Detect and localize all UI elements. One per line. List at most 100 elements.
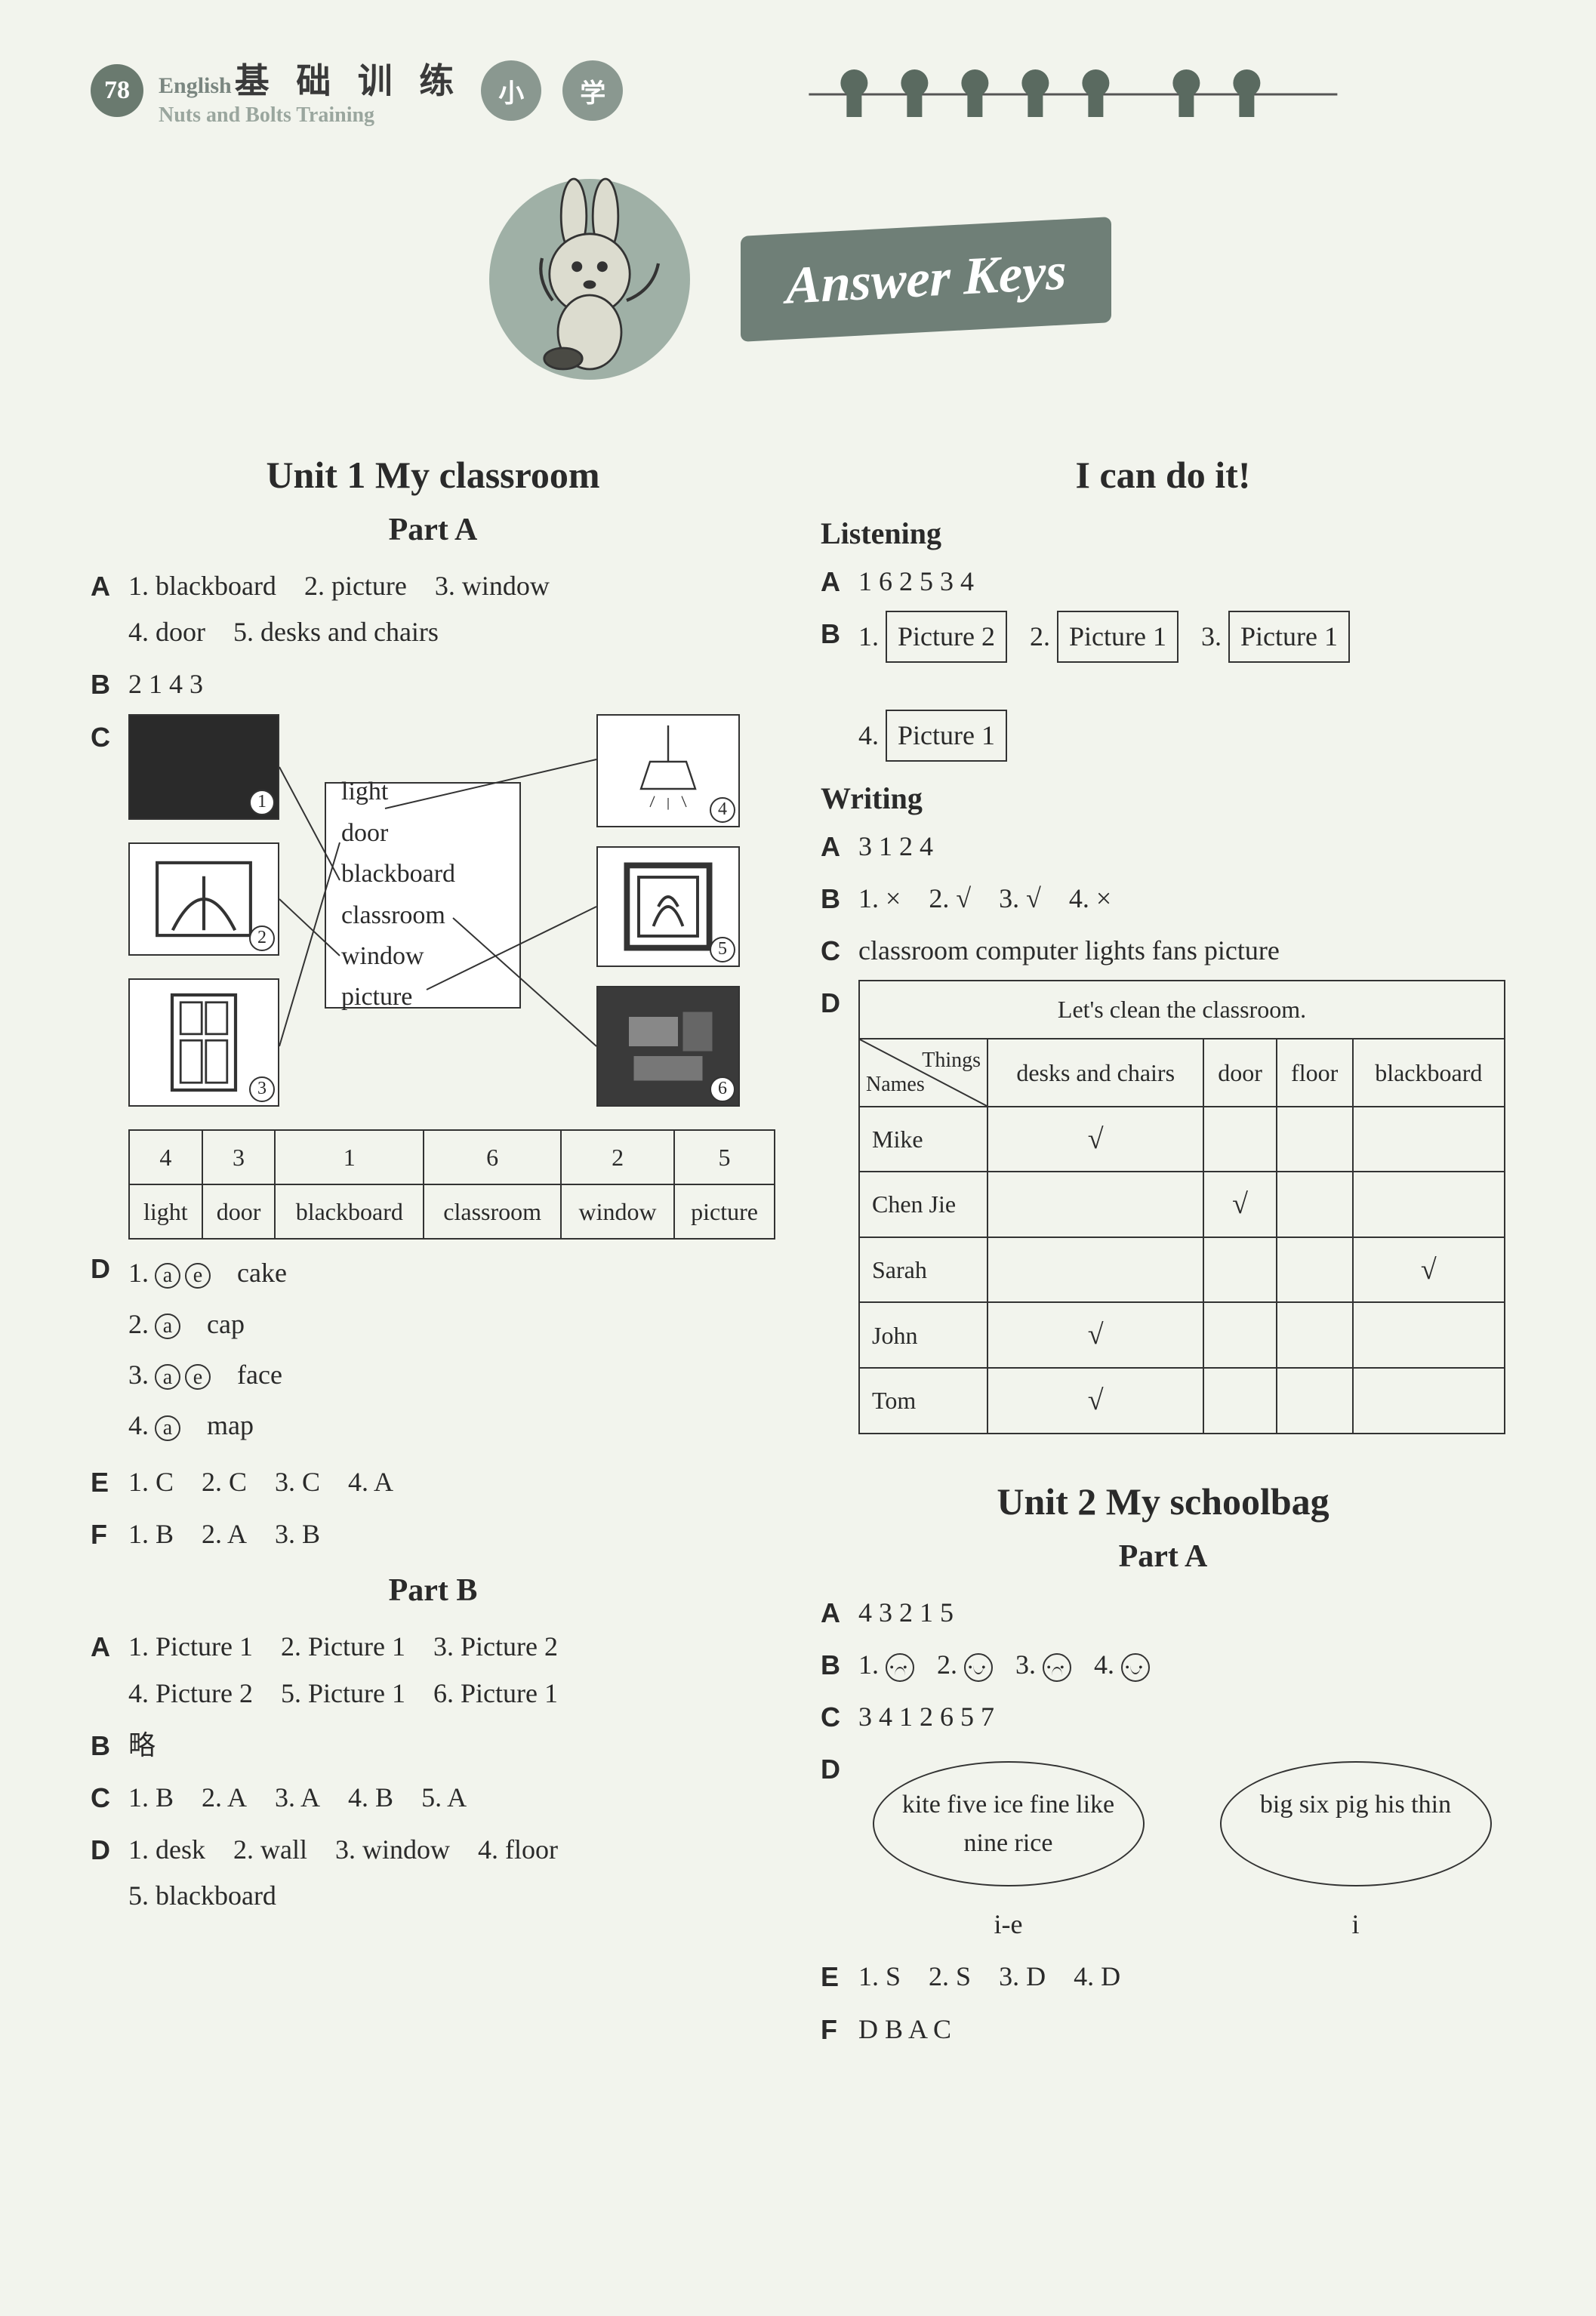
label-C: C xyxy=(821,1694,858,1740)
num: 3. xyxy=(1201,621,1228,651)
u1pa-B: B 2 1 4 3 xyxy=(91,661,775,707)
label-A: A xyxy=(821,559,858,605)
u2-C: C 3 4 1 2 6 5 7 xyxy=(821,1694,1505,1740)
tick-cell xyxy=(1277,1107,1353,1172)
wr-A-val: 3 1 2 4 xyxy=(858,824,1505,870)
item: 4. B xyxy=(348,1775,393,1821)
label-A: A xyxy=(821,824,858,870)
imgnum: 1 xyxy=(249,790,275,815)
item: 2. A xyxy=(202,1511,247,1557)
columns: Unit 1 My classroom Part A A 1. blackboa… xyxy=(91,430,1505,2059)
clean-table: Let's clean the classroom. Things Names … xyxy=(858,980,1505,1434)
u1pa-F-items: 1. B 2. A 3. B xyxy=(128,1511,775,1557)
circled-letter: a xyxy=(155,1263,180,1289)
item: 2. C xyxy=(202,1459,247,1505)
item: 1. C xyxy=(128,1459,174,1505)
u1pb-A-items: 1. Picture 1 2. Picture 1 3. Picture 2 4… xyxy=(128,1624,775,1716)
tick-cell xyxy=(1353,1107,1505,1172)
item: 4. floor xyxy=(478,1827,558,1873)
word: cap xyxy=(200,1309,245,1339)
page-number-badge: 78 xyxy=(91,64,143,117)
label-D: D xyxy=(91,1827,128,1873)
cell: 1 xyxy=(275,1130,424,1184)
item: 1. Picture 1 xyxy=(128,1624,253,1670)
hero: Answer Keys xyxy=(91,166,1505,393)
item: 2. picture xyxy=(304,563,407,609)
item: 3. window xyxy=(335,1827,450,1873)
img-window: 2 xyxy=(128,842,279,956)
wr-C-val: classroom computer lights fans picture xyxy=(858,928,1505,974)
num: 1. xyxy=(128,1258,149,1288)
label-A: A xyxy=(91,1624,128,1670)
label-F: F xyxy=(821,2006,858,2053)
num: 4. xyxy=(128,1410,149,1440)
happy-face-icon xyxy=(964,1653,993,1682)
face-item: 1. xyxy=(858,1649,914,1680)
label-C: C xyxy=(91,1775,128,1821)
table-row: Sarah√ xyxy=(859,1237,1505,1303)
wordlist: light door blackboard classroom window p… xyxy=(325,782,521,1009)
tick-cell xyxy=(1277,1237,1353,1303)
d-line: 1.ae cake xyxy=(128,1250,775,1296)
tick-cell xyxy=(1203,1302,1276,1368)
oval-labels: i-e i xyxy=(858,1902,1505,1948)
tick-cell xyxy=(1353,1368,1505,1434)
face-item: 2. xyxy=(937,1649,993,1680)
u1pa-E-items: 1. C 2. C 3. C 4. A xyxy=(128,1459,775,1505)
word: picture xyxy=(341,977,504,1018)
page-header: 78 English 基 础 训 练 Nuts and Bolts Traini… xyxy=(91,45,1505,136)
circled-letter: e xyxy=(185,1364,211,1390)
u1pb-D: D 1. desk 2. wall 3. window 4. floor 5. … xyxy=(91,1827,775,1919)
item: 5. blackboard xyxy=(128,1873,276,1919)
d-line: 3.ae face xyxy=(128,1352,775,1398)
img-classroom: 6 xyxy=(596,986,740,1107)
word: cake xyxy=(230,1258,287,1288)
item: 5. Picture 1 xyxy=(281,1671,405,1717)
u2-B: B 1. 2. 3. 4. xyxy=(821,1642,1505,1688)
item: 6. Picture 1 xyxy=(433,1671,558,1717)
num: 1. xyxy=(858,621,886,651)
imgnum: 2 xyxy=(249,925,275,951)
tick-cell: √ xyxy=(987,1368,1203,1434)
u1pa-A-items: 1. blackboard 2. picture 3. window 4. do… xyxy=(128,563,775,655)
col-hdr: floor xyxy=(1277,1039,1353,1107)
rabbit-illustration xyxy=(484,174,695,385)
cell: 6 xyxy=(424,1130,561,1184)
imgnum: 3 xyxy=(249,1076,275,1102)
label-A: A xyxy=(821,1590,858,1636)
writing-title: Writing xyxy=(821,781,1505,816)
u2-B-items: 1. 2. 3. 4. xyxy=(858,1642,1505,1688)
word: classroom xyxy=(341,895,504,936)
header-english: English xyxy=(159,73,232,98)
tick-cell xyxy=(1353,1302,1505,1368)
num: 4. xyxy=(858,720,886,750)
item: 1. B xyxy=(128,1511,174,1557)
item: 3. A xyxy=(275,1775,320,1821)
label: i-e xyxy=(873,1902,1145,1948)
item: 4. Picture 2 xyxy=(128,1671,253,1717)
cell: classroom xyxy=(424,1184,561,1239)
num: 4. xyxy=(1094,1649,1121,1680)
item: 3. B xyxy=(275,1511,320,1557)
tick-cell: √ xyxy=(1353,1237,1505,1303)
tick-cell: √ xyxy=(987,1302,1203,1368)
list-B-items: 1. Picture 22. Picture 13. Picture 14. P… xyxy=(858,611,1505,762)
img-light: 4 xyxy=(596,714,740,827)
name-cell: Mike xyxy=(859,1107,987,1172)
unit1-title: Unit 1 My classroom xyxy=(91,453,775,497)
table-row: Tom√ xyxy=(859,1368,1505,1434)
item: 4. door xyxy=(128,609,205,655)
u2-partA-title: Part A xyxy=(821,1538,1505,1575)
label-C: C xyxy=(821,928,858,974)
label-D: D xyxy=(821,980,858,1026)
kids-illustration xyxy=(641,53,1505,128)
list-B: B 1. Picture 22. Picture 13. Picture 14.… xyxy=(821,611,1505,762)
u2-F-val: D B A C xyxy=(858,2006,1505,2053)
u1pb-C: C 1. B 2. A 3. A 4. B 5. A xyxy=(91,1775,775,1821)
name-cell: Tom xyxy=(859,1368,987,1434)
u1pa-C-content: 1 2 3 4 5 xyxy=(128,714,775,1240)
circled-letter: e xyxy=(185,1263,211,1289)
tick-cell xyxy=(1203,1237,1276,1303)
cell: door xyxy=(202,1184,276,1239)
tick-cell xyxy=(1277,1302,1353,1368)
